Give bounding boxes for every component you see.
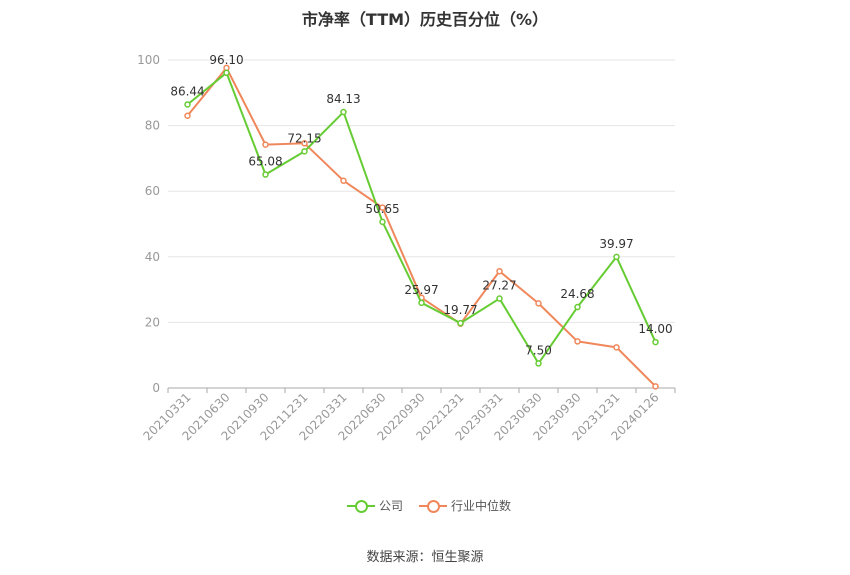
- legend-item-industry-median[interactable]: 行业中位数: [419, 497, 511, 514]
- data-point-1: [535, 300, 542, 307]
- series-line-0: [186, 71, 657, 365]
- series-line-1: [186, 66, 657, 388]
- data-point-0: [301, 148, 308, 155]
- data-point-0: [340, 108, 347, 116]
- data-point-0: [535, 360, 542, 367]
- data-point-0: [184, 101, 191, 108]
- data-point-0: [223, 69, 230, 77]
- legend-swatch-industry-median: [419, 499, 448, 513]
- y-tick-label: 20: [145, 315, 160, 329]
- data-point-0: [496, 295, 503, 302]
- data-point-1: [496, 267, 503, 275]
- y-tick-label: 0: [152, 381, 160, 395]
- data-point-1: [262, 141, 269, 148]
- legend-swatch-company: [347, 499, 375, 513]
- data-label: 96.10: [209, 53, 243, 67]
- data-label: 84.13: [326, 92, 360, 106]
- data-point-1: [613, 344, 620, 351]
- data-point-1: [340, 177, 347, 184]
- data-point-0: [379, 218, 386, 226]
- y-tick-label: 100: [137, 53, 160, 67]
- y-tick-label: 40: [145, 250, 160, 264]
- data-point-0: [418, 299, 425, 307]
- legend: 公司 行业中位数: [347, 497, 527, 514]
- data-point-1: [184, 112, 191, 120]
- y-tick-label: 60: [145, 184, 160, 198]
- legend-item-company[interactable]: 公司: [347, 497, 403, 514]
- data-label: 25.97: [404, 283, 438, 297]
- legend-label-company: 公司: [379, 499, 404, 513]
- legend-label-industry-median: 行业中位数: [451, 499, 512, 513]
- data-point-1: [652, 383, 659, 390]
- data-point-0: [262, 171, 269, 178]
- data-point-0: [613, 253, 620, 261]
- data-label: 7.50: [525, 343, 552, 357]
- data-point-0: [652, 338, 659, 346]
- data-label: 27.27: [482, 279, 516, 293]
- data-label: 50.65: [365, 202, 399, 216]
- chart-title: 市净率（TTM）历史百分位（%）: [301, 10, 549, 29]
- data-point-0: [457, 319, 464, 327]
- data-label: 39.97: [599, 237, 633, 251]
- data-point-1: [574, 338, 581, 345]
- data-label: 65.08: [248, 155, 282, 169]
- data-label: 14.00: [638, 322, 672, 336]
- data-point-1: [379, 204, 386, 211]
- data-label: 24.68: [560, 287, 594, 301]
- data-point-0: [574, 303, 581, 311]
- data-point-1: [301, 140, 308, 147]
- data-label: 72.15: [287, 131, 321, 145]
- data-source: 数据来源：恒生聚源: [366, 550, 484, 565]
- data-label: 86.44: [170, 84, 204, 98]
- data-label: 19.77: [443, 303, 477, 317]
- y-tick-label: 80: [145, 119, 160, 133]
